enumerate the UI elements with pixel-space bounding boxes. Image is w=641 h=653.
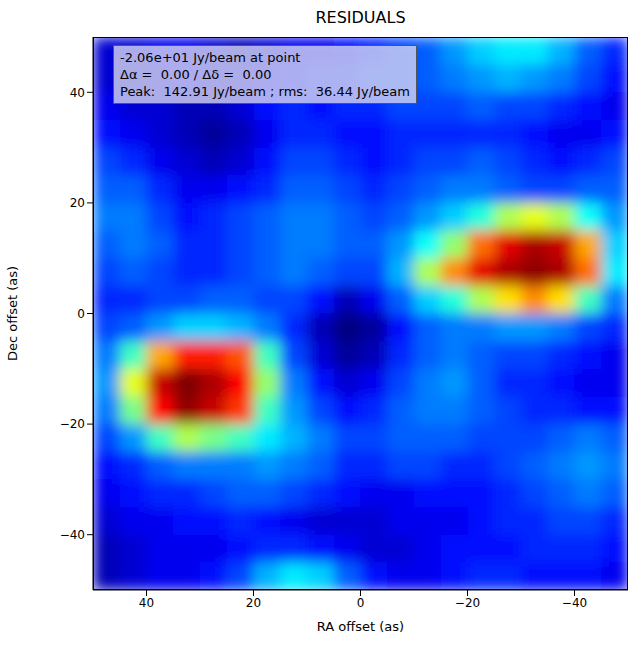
svg-text:−20: −20	[60, 417, 85, 431]
svg-text:0: 0	[77, 307, 85, 321]
html-text:-2.06e+01 Jy/beam at point: -2.06e+01 Jy/beam at point	[120, 50, 301, 65]
svg-text:20: 20	[70, 196, 85, 210]
svg-text:−40: −40	[562, 596, 587, 610]
svg-text:−40: −40	[60, 528, 85, 542]
svg-text:0: 0	[357, 596, 365, 610]
svg-text:20: 20	[246, 596, 261, 610]
svg-text:Dec offset (as): Dec offset (as)	[5, 266, 20, 361]
svg-text:−20: −20	[455, 596, 480, 610]
html-text:Peak: 142.91 Jy/beam ; rms: 36: Peak: 142.91 Jy/beam ; rms: 36.44 Jy/bea…	[120, 84, 410, 99]
html-text:Δα = 0.00 / Δδ = 0.00: Δα = 0.00 / Δδ = 0.00	[120, 67, 272, 82]
svg-text:RA offset (as): RA offset (as)	[317, 619, 404, 634]
svg-text:40: 40	[139, 596, 154, 610]
svg-text:40: 40	[70, 86, 85, 100]
html-text:RESIDUALS: RESIDUALS	[315, 8, 406, 27]
